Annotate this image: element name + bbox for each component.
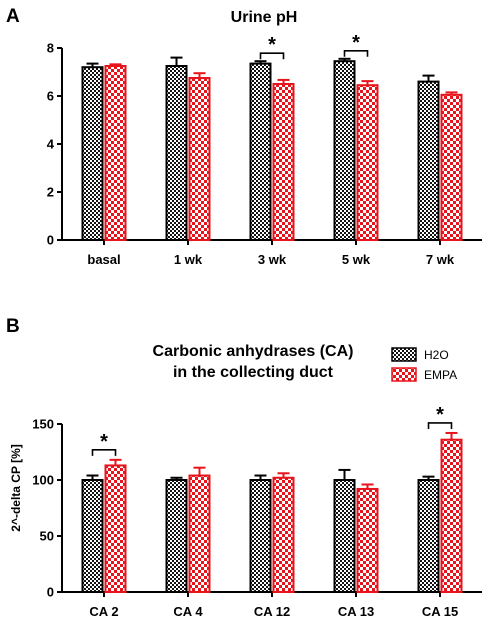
panel-b-bar-h2o [417,479,440,593]
panel-b-significance-star: * [100,431,108,453]
panel-b-significance-star: * [436,404,444,426]
panel-a-bar-empa [188,77,211,241]
panel-a-significance-star: * [352,32,360,54]
panel-a-bar-empa [440,93,463,241]
panel-a-bar-h2o [249,62,272,241]
panel-a-bar-empa [104,65,127,241]
panel-a-bar-h2o [81,66,104,241]
panel-b-category-label: CA 2 [89,604,118,618]
panel-b-category-label: CA 13 [338,604,374,618]
panel-a-y-tick-label: 8 [47,41,54,56]
panel-b-y-tick-label: 0 [47,585,54,600]
panel-a-category-label: basal [87,252,120,267]
panel-a-category-label: 3 wk [258,252,287,267]
panel-a-significance-bracket [259,52,285,60]
legend: H2O EMPA [391,347,457,382]
panel-a-y-tick-label: 4 [47,137,55,152]
panel-b-y-tick-label: 100 [32,473,54,488]
panel-b-bar-empa [356,487,379,593]
panel-a-title: Urine pH [231,9,298,26]
panel-a-y-tick-label: 6 [47,89,54,104]
panel-b-significance-bracket [427,422,453,429]
panel-b-subtitle: in the collecting duct [173,364,334,381]
panel-b-bar-h2o [333,479,356,593]
panel-a-bar-empa [272,83,295,241]
panel-b-title: Carbonic anhydrases (CA) [153,343,354,360]
panel-b-y-tick-label: 150 [32,417,54,432]
panel-b-category-label: CA 12 [254,604,290,618]
panel-b-bar-empa [188,474,211,593]
panel-b-bar-h2o [249,479,272,593]
panel-b: B Carbonic anhydrases (CA) in the collec… [6,316,482,618]
panel-a-category-label: 5 wk [342,252,371,267]
panel-a-bar-empa [356,84,379,241]
panel-b-label: B [6,316,20,337]
panel-a-bar-h2o [165,65,188,241]
legend-label-empa: EMPA [424,368,457,382]
panel-a-label: A [6,6,20,27]
panel-a-y-tick-label: 0 [47,233,54,248]
panel-b-significance-bracket [91,449,117,456]
panel-b-bar-h2o [165,479,188,593]
panel-b-bar-h2o [81,479,104,593]
panel-b-bar-empa [104,464,127,593]
panel-a-bar-h2o [417,80,440,241]
panel-a-bar-h2o [333,60,356,242]
panel-a-category-label: 1 wk [174,252,203,267]
panel-b-bar-empa [272,476,295,594]
panel-a-significance-bracket [343,50,369,57]
panel-b-y-tick-label: 50 [40,529,54,544]
panel-a-significance-star: * [268,34,276,56]
panel-a: A Urine pH 0 2 4 6 8 basal 1 wk 3 wk * 5 wk * 7 wk [6,6,482,267]
panel-a-plot: 0 2 4 6 8 basal 1 wk 3 wk * 5 wk * 7 wk [47,32,482,267]
panel-b-category-label: CA 4 [173,604,203,618]
panel-b-plot: 0 50 100 150 CA 2 * CA 4 CA 12 CA 13 CA 15 * [32,404,482,618]
legend-swatch-empa [391,367,417,382]
panel-a-category-label: 7 wk [426,252,455,267]
panel-b-bar-empa [440,438,463,593]
panel-b-category-label: CA 15 [422,604,458,618]
panel-b-y-axis-label: 2^-delta CP [%] [9,444,23,531]
legend-label-h2o: H2O [424,348,449,362]
legend-swatch-h2o [391,347,417,362]
panel-a-y-tick-label: 2 [47,185,54,200]
